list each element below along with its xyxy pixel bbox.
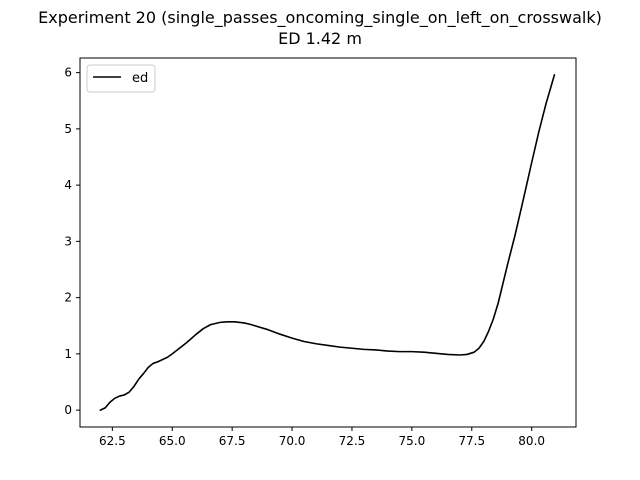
x-tick-label: 77.5 <box>458 434 485 448</box>
y-tick-label: 4 <box>64 178 72 192</box>
plot-frame <box>79 57 577 428</box>
y-tick-label: 5 <box>64 122 72 136</box>
axis-ticks: 62.5 65.0 67.5 70.0 72.5 75.0 77.5 80.0 0 1 2 3 4 5 6 <box>64 66 545 448</box>
x-tick-label: 67.5 <box>219 434 246 448</box>
legend: ed <box>86 64 156 93</box>
chart-title: Experiment 20 (single_passes_oncoming_si… <box>38 8 602 27</box>
series-line-ed <box>99 74 556 411</box>
y-tick-label: 3 <box>64 234 72 248</box>
x-tick-label: 72.5 <box>339 434 366 448</box>
x-tick-label: 62.5 <box>99 434 126 448</box>
legend-label-ed: ed <box>132 71 148 86</box>
y-tick-label: 0 <box>64 403 72 417</box>
chart-subtitle: ED 1.42 m <box>278 29 362 48</box>
y-tick-label: 2 <box>64 291 72 305</box>
legend-box <box>86 64 156 93</box>
x-tick-label: 70.0 <box>279 434 306 448</box>
series-layer <box>99 74 556 411</box>
x-tick-label: 65.0 <box>159 434 186 448</box>
x-tick-label: 80.0 <box>518 434 545 448</box>
y-tick-label: 6 <box>64 66 72 80</box>
y-tick-label: 1 <box>64 347 72 361</box>
x-tick-label: 75.0 <box>399 434 426 448</box>
